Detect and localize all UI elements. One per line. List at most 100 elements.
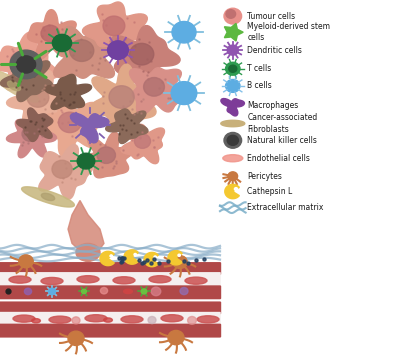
Polygon shape: [224, 23, 243, 41]
FancyBboxPatch shape: [0, 312, 221, 326]
Circle shape: [103, 16, 125, 35]
Circle shape: [224, 8, 242, 24]
Polygon shape: [43, 94, 98, 157]
Wedge shape: [225, 184, 239, 199]
Text: Endothelial cells: Endothelial cells: [247, 154, 310, 163]
Circle shape: [229, 65, 237, 72]
Circle shape: [110, 255, 112, 257]
Polygon shape: [28, 10, 76, 59]
FancyBboxPatch shape: [0, 262, 221, 275]
Circle shape: [108, 41, 128, 59]
FancyBboxPatch shape: [0, 272, 221, 287]
Circle shape: [10, 50, 42, 79]
Polygon shape: [16, 108, 53, 141]
Text: T cells: T cells: [247, 64, 272, 73]
Text: Tumour cells: Tumour cells: [247, 11, 295, 21]
Polygon shape: [0, 70, 39, 102]
Circle shape: [228, 172, 238, 180]
Polygon shape: [6, 71, 70, 125]
Circle shape: [134, 253, 136, 256]
Circle shape: [134, 134, 150, 148]
Circle shape: [22, 126, 39, 141]
Polygon shape: [221, 120, 245, 127]
Text: Myeloid-derived stem
cells: Myeloid-derived stem cells: [247, 22, 330, 42]
Polygon shape: [22, 187, 74, 207]
Polygon shape: [130, 68, 183, 115]
Circle shape: [226, 62, 240, 75]
Ellipse shape: [13, 315, 35, 322]
Text: Extracellular matrix: Extracellular matrix: [247, 203, 324, 212]
Circle shape: [77, 153, 95, 169]
Ellipse shape: [124, 289, 132, 294]
Circle shape: [58, 112, 81, 132]
Circle shape: [171, 82, 197, 105]
Circle shape: [68, 331, 84, 345]
Text: Natural killer cells: Natural killer cells: [247, 136, 317, 145]
Circle shape: [178, 254, 180, 256]
Polygon shape: [39, 145, 92, 199]
Ellipse shape: [121, 316, 143, 323]
Text: B cells: B cells: [247, 81, 272, 91]
Circle shape: [19, 255, 33, 268]
Circle shape: [168, 330, 184, 345]
Text: Macrophages: Macrophages: [247, 101, 298, 110]
Circle shape: [109, 86, 134, 108]
Polygon shape: [112, 26, 180, 89]
Circle shape: [100, 287, 108, 294]
Circle shape: [130, 43, 154, 65]
Ellipse shape: [185, 277, 207, 284]
Circle shape: [48, 288, 56, 295]
Polygon shape: [221, 98, 244, 116]
Circle shape: [72, 317, 80, 324]
Polygon shape: [82, 2, 147, 59]
Ellipse shape: [104, 318, 112, 322]
Circle shape: [27, 88, 49, 107]
Circle shape: [52, 34, 72, 52]
Ellipse shape: [113, 277, 135, 284]
Circle shape: [148, 316, 156, 324]
FancyBboxPatch shape: [0, 324, 221, 338]
Text: Cathepsin L: Cathepsin L: [247, 187, 292, 196]
Circle shape: [227, 45, 238, 55]
Circle shape: [226, 79, 240, 92]
Ellipse shape: [77, 276, 99, 283]
Circle shape: [234, 188, 238, 190]
Circle shape: [41, 25, 60, 42]
Circle shape: [10, 51, 33, 72]
Circle shape: [144, 78, 164, 96]
Polygon shape: [0, 58, 52, 102]
Ellipse shape: [223, 155, 243, 162]
Polygon shape: [106, 109, 148, 144]
Ellipse shape: [8, 81, 20, 91]
FancyBboxPatch shape: [0, 301, 221, 314]
Ellipse shape: [32, 319, 40, 323]
FancyBboxPatch shape: [0, 285, 221, 299]
Text: Pericytes: Pericytes: [247, 171, 282, 181]
Text: Cancer-associated
Fibroblasts: Cancer-associated Fibroblasts: [247, 113, 318, 134]
Ellipse shape: [161, 315, 183, 322]
Circle shape: [70, 40, 94, 62]
Polygon shape: [54, 25, 114, 78]
Ellipse shape: [9, 276, 31, 283]
Circle shape: [154, 256, 156, 258]
Wedge shape: [124, 250, 138, 264]
Polygon shape: [80, 132, 134, 178]
Circle shape: [141, 289, 147, 294]
Circle shape: [151, 287, 161, 296]
Polygon shape: [89, 64, 158, 129]
Wedge shape: [168, 251, 182, 265]
Circle shape: [97, 147, 116, 163]
Polygon shape: [6, 118, 56, 158]
Circle shape: [227, 135, 238, 145]
Circle shape: [224, 132, 242, 148]
Circle shape: [24, 288, 32, 295]
Polygon shape: [45, 74, 92, 110]
Ellipse shape: [49, 316, 71, 323]
Circle shape: [16, 56, 36, 73]
Circle shape: [52, 160, 72, 178]
Text: Dendritic cells: Dendritic cells: [247, 45, 302, 55]
Circle shape: [226, 10, 236, 18]
Ellipse shape: [76, 243, 100, 261]
Circle shape: [172, 21, 196, 43]
Ellipse shape: [149, 276, 171, 283]
